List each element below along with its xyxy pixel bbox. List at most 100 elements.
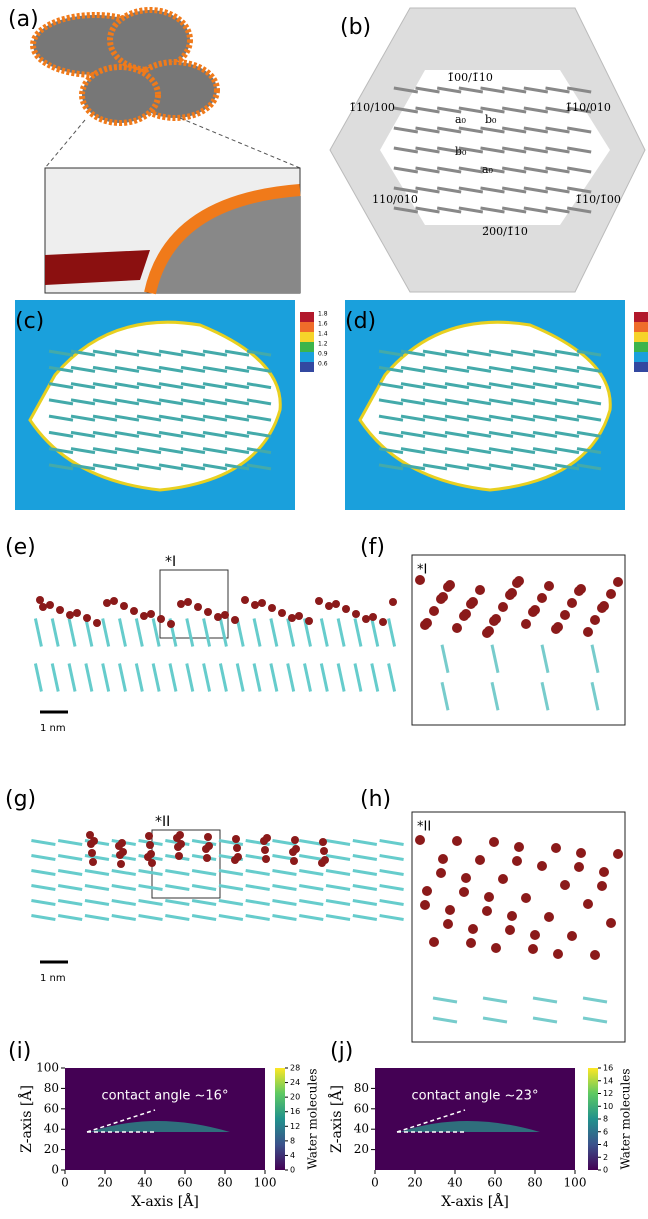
water xyxy=(583,899,593,909)
water xyxy=(597,881,607,891)
molecule xyxy=(501,126,527,134)
molecule xyxy=(523,106,549,114)
molecule xyxy=(272,914,297,921)
molecule xyxy=(545,146,570,154)
colorbar-label: 1.6 xyxy=(318,321,328,328)
molecule xyxy=(566,206,592,214)
molecule xyxy=(532,447,558,455)
molecule xyxy=(501,86,527,94)
droplet xyxy=(400,1121,540,1132)
water xyxy=(214,613,222,621)
colorbar-label: 1.4 xyxy=(318,331,328,338)
molecule xyxy=(48,447,74,455)
molecule xyxy=(67,663,77,692)
molecule xyxy=(218,839,244,846)
water xyxy=(157,615,165,623)
molecule xyxy=(510,447,536,455)
molecule xyxy=(151,618,161,647)
molecule xyxy=(185,663,195,692)
colorbar-label: 1.2 xyxy=(318,341,328,348)
colorbar-swatch xyxy=(634,362,648,372)
molecule xyxy=(136,382,162,390)
molecule xyxy=(458,186,484,194)
molecule xyxy=(532,382,558,390)
molecule xyxy=(576,398,602,406)
molecule xyxy=(400,414,426,422)
water xyxy=(438,854,448,864)
molecule xyxy=(480,106,505,114)
water xyxy=(268,604,276,612)
molecule xyxy=(31,914,56,921)
molecule xyxy=(218,884,244,891)
y-tick-label: 40 xyxy=(354,1122,369,1136)
x-tick-label: 80 xyxy=(217,1176,232,1190)
water xyxy=(567,598,577,608)
molecule xyxy=(480,206,505,214)
water xyxy=(436,594,446,604)
molecule xyxy=(92,365,118,373)
molecule xyxy=(101,663,111,692)
molecule xyxy=(387,663,397,692)
molecule xyxy=(84,884,110,891)
molecule xyxy=(501,206,527,214)
water xyxy=(86,831,94,839)
molecule xyxy=(114,365,140,373)
water xyxy=(505,925,515,935)
molecule xyxy=(554,382,580,390)
molecule xyxy=(378,398,404,406)
colorbar xyxy=(588,1068,598,1170)
molecule xyxy=(432,996,458,1004)
molecule xyxy=(582,996,608,1004)
molecule xyxy=(101,618,111,647)
water xyxy=(305,617,313,625)
molecule xyxy=(191,884,217,891)
molecule xyxy=(393,106,419,114)
droplet xyxy=(90,1121,230,1132)
molecule xyxy=(523,166,549,174)
molecule xyxy=(48,398,74,406)
molecule xyxy=(393,86,419,94)
molecule xyxy=(165,869,190,876)
molecule xyxy=(554,447,580,455)
colorbar-tick-label: 8 xyxy=(603,1115,608,1124)
molecule xyxy=(218,914,244,921)
colorbar-tick-label: 28 xyxy=(290,1064,300,1073)
water xyxy=(482,628,492,638)
panel-label: (j) xyxy=(330,1039,353,1064)
annotation: contact angle ~23° xyxy=(412,1089,539,1104)
water xyxy=(258,599,266,607)
molecule xyxy=(325,869,351,876)
molecule xyxy=(246,365,272,373)
molecule xyxy=(111,884,136,891)
molecule xyxy=(235,618,245,647)
water xyxy=(177,840,185,848)
molecule xyxy=(165,884,190,891)
molecule xyxy=(379,914,404,921)
molecule xyxy=(466,382,492,390)
molecule xyxy=(245,899,270,906)
molecule xyxy=(31,839,56,846)
molecule xyxy=(510,349,536,357)
molecule xyxy=(235,663,245,692)
molecule xyxy=(84,914,110,921)
molecule xyxy=(84,618,94,647)
water xyxy=(507,911,517,921)
molecule xyxy=(138,869,163,876)
water xyxy=(56,606,64,614)
molecule xyxy=(466,447,492,455)
molecule xyxy=(532,996,558,1004)
molecule xyxy=(134,663,144,692)
molecule xyxy=(180,349,206,357)
molecule xyxy=(482,1016,508,1024)
molecule xyxy=(84,663,94,692)
molecule xyxy=(436,206,462,214)
water xyxy=(342,605,350,613)
molecule xyxy=(353,618,363,647)
molecule xyxy=(48,365,74,373)
y-tick-label: 100 xyxy=(36,1061,59,1075)
molecule xyxy=(523,126,549,134)
water xyxy=(89,858,97,866)
molecule xyxy=(444,365,470,373)
water xyxy=(459,611,469,621)
molecule xyxy=(352,884,378,891)
